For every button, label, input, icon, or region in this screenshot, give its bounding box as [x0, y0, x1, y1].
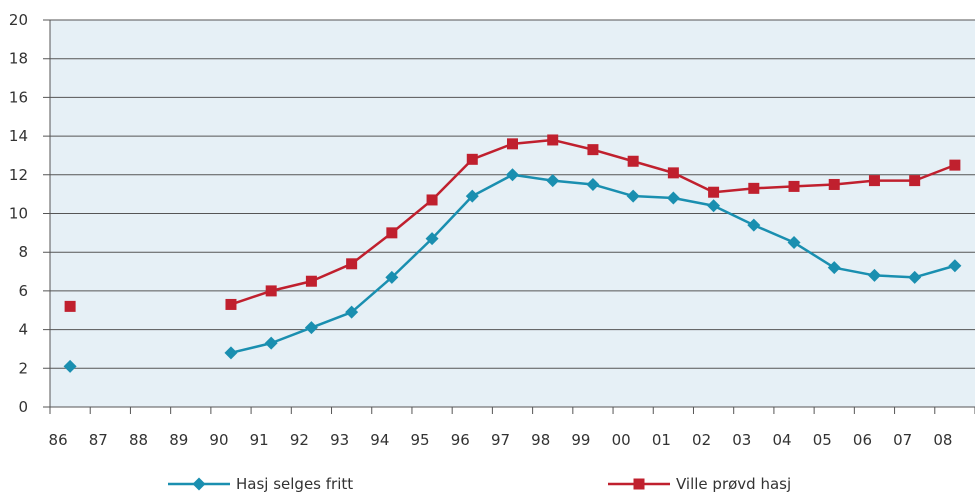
data-point-square	[346, 258, 358, 270]
data-point-diamond	[345, 305, 359, 319]
x-tick-label: 07	[893, 431, 912, 449]
x-tick-label: 90	[209, 431, 228, 449]
data-point-square	[748, 182, 760, 194]
x-tick-label: 89	[169, 431, 188, 449]
data-point-diamond	[586, 177, 600, 191]
legend: Hasj selges fritt Ville prøvd hasj	[168, 475, 791, 493]
data-point-diamond	[827, 261, 841, 275]
data-point-diamond	[867, 268, 881, 282]
x-tick-label: 00	[612, 431, 631, 449]
data-point-diamond	[747, 218, 761, 232]
series-2	[64, 134, 961, 312]
data-point-diamond	[224, 346, 238, 360]
data-point-diamond	[908, 270, 922, 284]
x-tick-label: 08	[933, 431, 952, 449]
data-point-square	[225, 298, 237, 310]
data-point-diamond	[465, 189, 479, 203]
y-tick-label: 12	[9, 166, 28, 184]
data-point-square	[627, 155, 639, 167]
data-point-square	[587, 144, 599, 156]
x-tick-label: 93	[330, 431, 349, 449]
gridlines	[43, 19, 975, 408]
data-point-diamond	[707, 199, 721, 213]
data-point-diamond	[192, 477, 206, 491]
y-tick-label: 14	[9, 127, 28, 145]
x-tick-label: 02	[692, 431, 711, 449]
legend-label: Hasj selges fritt	[236, 475, 353, 493]
x-tick-label: 92	[290, 431, 309, 449]
data-point-diamond	[546, 174, 560, 188]
data-point-diamond	[787, 236, 801, 250]
x-tick-label: 05	[813, 431, 832, 449]
data-point-square	[386, 227, 398, 239]
data-point-diamond	[425, 232, 439, 246]
x-tick-label: 88	[129, 431, 148, 449]
x-tick-label: 04	[772, 431, 791, 449]
y-tick-label: 4	[18, 321, 28, 339]
data-point-square	[426, 194, 438, 206]
data-point-diamond	[666, 191, 680, 205]
data-point-square	[828, 178, 840, 190]
x-tick-label: 01	[652, 431, 671, 449]
x-tick-label: 98	[531, 431, 550, 449]
data-point-diamond	[506, 168, 519, 182]
data-point-diamond	[385, 270, 399, 284]
x-tick-label: 99	[571, 431, 590, 449]
data-point-diamond	[948, 259, 962, 273]
y-tick-label: 8	[18, 243, 28, 261]
data-point-square	[265, 285, 277, 297]
y-tick-label: 0	[18, 398, 28, 416]
data-point-square	[909, 175, 921, 187]
data-point-diamond	[264, 336, 278, 350]
data-point-square	[466, 153, 478, 165]
x-tick-label: 91	[250, 431, 269, 449]
data-point-diamond	[626, 189, 640, 203]
data-point-square	[64, 300, 76, 312]
data-point-square	[708, 186, 720, 198]
series-group	[63, 134, 962, 373]
data-point-square	[305, 275, 317, 287]
legend-label: Ville prøvd hasj	[676, 475, 791, 493]
data-point-square	[667, 167, 679, 179]
x-tick-label: 97	[491, 431, 510, 449]
y-tick-label: 20	[9, 11, 28, 29]
data-point-square	[949, 159, 961, 171]
legend-item: Hasj selges fritt	[168, 475, 353, 493]
y-tick-label: 6	[18, 282, 28, 300]
data-point-square	[633, 478, 645, 490]
data-point-square	[788, 180, 800, 192]
data-point-square	[868, 175, 880, 187]
x-tick-label: 03	[732, 431, 751, 449]
data-point-diamond	[304, 321, 318, 335]
x-tick-label: 06	[853, 431, 872, 449]
x-tick-label: 94	[370, 431, 389, 449]
legend-item: Ville prøvd hasj	[608, 475, 791, 493]
y-tick-label: 10	[9, 205, 28, 223]
x-tick-label: 86	[49, 431, 68, 449]
x-tick-label: 95	[411, 431, 430, 449]
data-point-diamond	[63, 359, 77, 373]
y-tick-label: 2	[18, 359, 28, 377]
y-tick-label: 16	[9, 88, 28, 106]
x-tick-label: 87	[89, 431, 108, 449]
series-1	[63, 168, 962, 373]
data-point-square	[547, 134, 559, 146]
data-point-square	[507, 138, 518, 150]
y-tick-label: 18	[9, 50, 28, 68]
x-tick-label: 96	[451, 431, 470, 449]
